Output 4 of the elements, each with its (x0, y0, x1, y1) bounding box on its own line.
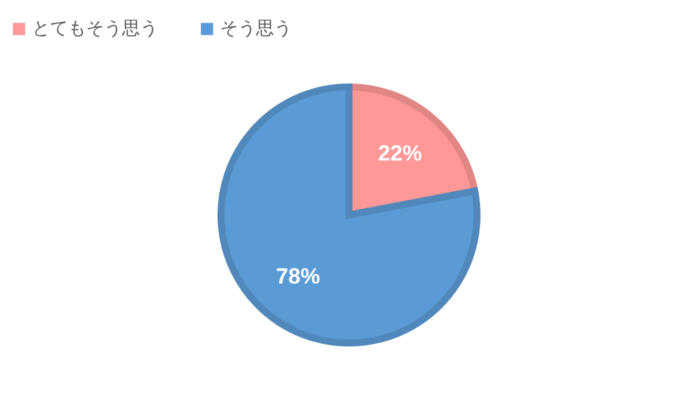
legend-label: とてもそう思う (32, 18, 158, 38)
data-label: 22% (378, 140, 422, 166)
data-label: 78% (276, 264, 320, 289)
legend-label: そう思う (220, 18, 292, 38)
